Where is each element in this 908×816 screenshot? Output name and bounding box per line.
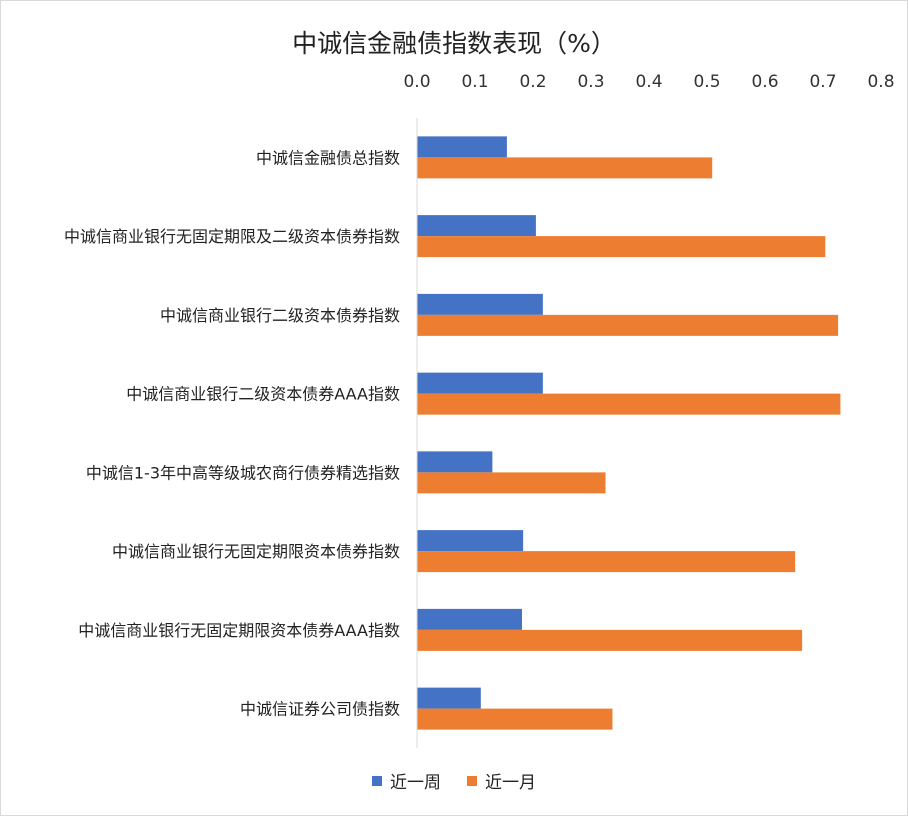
category-label: 中诚信金融债总指数 [256,148,400,167]
x-tick-label: 0.7 [809,72,836,92]
bar-month [417,708,613,730]
x-tick-label: 0.2 [519,72,546,92]
legend-swatch-month [467,775,477,786]
bar-month [417,236,826,258]
category-label: 中诚信证券公司债指数 [240,700,400,719]
bar-week [417,687,481,709]
bar-month [417,393,841,415]
x-tick-label: 0.6 [751,72,778,92]
bar-week [417,372,543,394]
legend-item-month: 近一月 [467,768,536,793]
bar-week [417,608,522,630]
category-label: 中诚信商业银行无固定期限及二级资本债券指数 [64,227,400,246]
bar-month [417,629,803,651]
bar-month [417,551,796,573]
bar-month [417,157,713,179]
x-tick-label: 0.8 [867,72,894,92]
category-labels: 中诚信金融债总指数中诚信商业银行无固定期限及二级资本债券指数中诚信商业银行二级资… [64,148,400,718]
bar-month [417,314,839,336]
category-label: 中诚信商业银行二级资本债券AAA指数 [126,385,400,404]
x-tick-label: 0.3 [577,72,604,92]
category-label: 中诚信商业银行无固定期限资本债券指数 [112,542,400,561]
x-axis-ticks: 0.0 0.1 0.2 0.3 0.4 0.5 0.6 0.7 0.8 [403,72,894,92]
x-tick-label: 0.5 [693,72,720,92]
x-tick-label: 0.1 [461,72,488,92]
bar-week [417,293,543,315]
bar-month [417,472,606,494]
x-tick-label: 0.4 [635,72,662,92]
bar-week [417,530,524,552]
bar-week [417,215,536,237]
legend-label-week: 近一周 [390,773,441,793]
category-label: 中诚信商业银行二级资本债券指数 [160,306,400,325]
legend: 近一周 近一月 [0,768,908,793]
category-label: 中诚信1-3年中高等级城农商行债券精选指数 [86,463,400,482]
legend-item-week: 近一周 [372,768,441,793]
chart-title: 中诚信金融债指数表现（%） [292,29,616,58]
legend-label-month: 近一月 [485,773,536,793]
legend-swatch-week [372,775,382,786]
x-tick-label: 0.0 [403,72,430,92]
category-label: 中诚信商业银行无固定期限资本债券AAA指数 [78,621,400,640]
bar-week [417,136,507,158]
bars [417,136,841,730]
bar-week [417,451,493,473]
